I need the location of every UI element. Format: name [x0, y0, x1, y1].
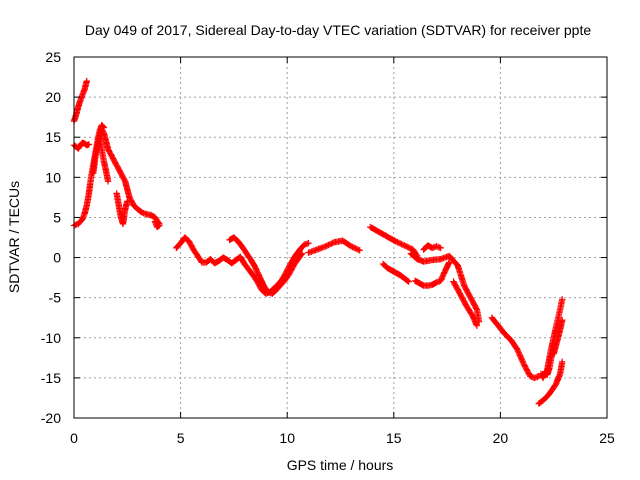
data-series-arc-7 [151, 218, 163, 231]
x-tick-label: 5 [177, 430, 185, 446]
y-tick-label: 5 [53, 209, 61, 225]
data-markers [367, 223, 421, 260]
data-series-arc-15 [407, 250, 483, 325]
data-series-arc-9 [226, 234, 306, 297]
x-axis-label: GPS time / hours [287, 457, 394, 473]
data-series-arc-19 [544, 296, 566, 374]
data-markers [420, 242, 444, 253]
y-tick-label: 0 [53, 250, 61, 266]
plot-area [70, 77, 566, 407]
x-tick-label: 15 [386, 430, 402, 446]
data-series-arc-13 [411, 259, 453, 289]
data-markers [379, 260, 412, 285]
axis-ticks: 0 5 10 15 20 25 -20 -15 -10 -5 0 5 10 15 20 25 [41, 49, 615, 446]
data-markers [113, 190, 131, 228]
x-tick-label: 10 [279, 430, 295, 446]
data-series-arc-10 [305, 237, 363, 256]
data-series-arc-6 [113, 190, 131, 228]
data-markers [305, 237, 363, 256]
data-series-arc-20 [550, 316, 566, 357]
y-tick-label: -5 [49, 290, 62, 306]
y-tick-label: 10 [45, 169, 61, 185]
data-markers [535, 358, 566, 407]
x-tick-label: 20 [493, 430, 509, 446]
data-series-arc-12 [379, 260, 412, 285]
data-series-arc-14 [420, 242, 444, 253]
data-series-arc-11 [367, 223, 421, 260]
plot-frame [73, 56, 608, 419]
x-tick-label: 25 [599, 430, 615, 446]
data-markers [550, 316, 566, 357]
data-series-arc-5 [96, 134, 112, 185]
y-tick-label: -15 [41, 370, 61, 386]
data-series-arc-17 [488, 314, 542, 382]
y-tick-label: 15 [45, 129, 61, 145]
data-markers [407, 250, 483, 325]
data-series-arc-21 [535, 358, 566, 407]
y-tick-label: -10 [41, 330, 61, 346]
y-axis-label: SDTVAR / TECUs [6, 181, 22, 293]
y-tick-label: 20 [45, 89, 61, 105]
data-markers [488, 314, 542, 382]
data-markers [411, 259, 453, 289]
data-markers [226, 234, 306, 297]
data-markers [151, 218, 163, 231]
data-markers [544, 296, 566, 374]
x-tick-label: 0 [70, 430, 78, 446]
grid [74, 57, 607, 418]
y-tick-label: 25 [45, 49, 61, 65]
data-series-arc-16 [450, 278, 481, 329]
data-markers [450, 278, 481, 329]
chart-title: Day 049 of 2017, Sidereal Day-to-day VTE… [85, 22, 592, 38]
data-markers [96, 134, 112, 185]
y-tick-label: -20 [41, 410, 61, 426]
